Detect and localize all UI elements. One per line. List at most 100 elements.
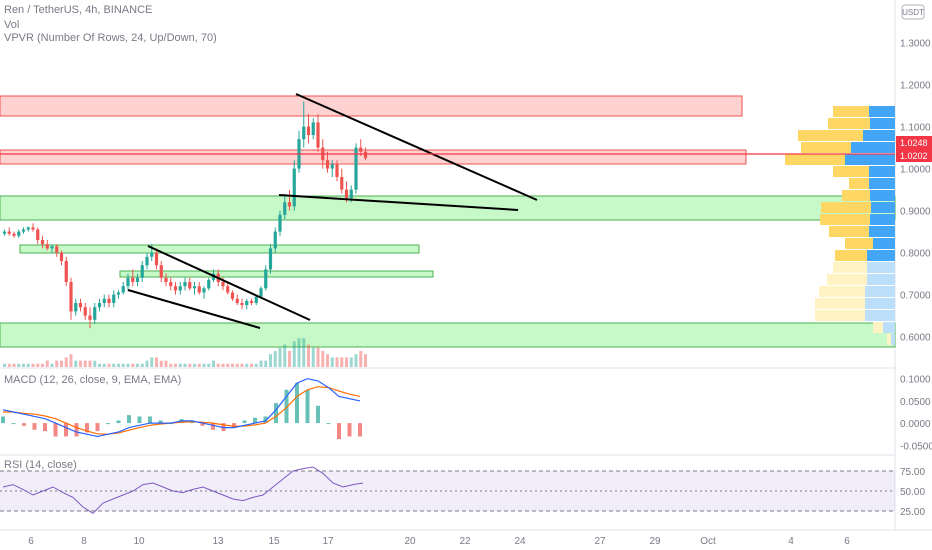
macd-axis[interactable]: 0.1000 0.0500 0.0000 -0.0500: [900, 375, 932, 453]
currency-button-label: USDT: [902, 8, 924, 17]
volume-bar: [17, 363, 21, 367]
volume-bar: [202, 363, 206, 367]
candle-body: [36, 229, 40, 240]
candle-body: [55, 246, 59, 253]
time-axis[interactable]: 6 8 10 13 15 17 20 22 24 27 29 Oct 4 6: [28, 536, 850, 547]
candle-body: [173, 286, 178, 291]
vpvr-row-down: [845, 154, 895, 165]
vol-label[interactable]: Vol: [4, 19, 19, 31]
vpvr-row-down: [869, 178, 895, 189]
time-tick-label: 13: [212, 536, 224, 547]
time-tick-label: 4: [788, 536, 794, 547]
volume-bar: [102, 363, 106, 367]
candle-body: [363, 151, 368, 159]
macd-histogram-bar: [305, 389, 310, 424]
rsi-label[interactable]: RSI (14, close): [4, 459, 77, 471]
volume-bar: [269, 354, 272, 367]
volume-bar: [174, 363, 177, 367]
support-zone[interactable]: [0, 195, 896, 221]
vpvr-row-down: [863, 130, 895, 141]
candle-body: [83, 307, 87, 316]
price-tag: [896, 136, 932, 149]
volume-bar: [55, 360, 59, 367]
candle-body: [93, 307, 97, 320]
currency-button[interactable]: USDT: [901, 4, 925, 20]
vpvr-row-up: [801, 142, 851, 153]
volume-bar: [193, 363, 196, 367]
trendlines[interactable]: [127, 93, 538, 329]
candle-body: [107, 298, 111, 303]
macd-histogram-bar: [242, 420, 247, 424]
vpvr-row-up: [849, 178, 869, 189]
macd-histogram-bar: [326, 423, 331, 425]
volume-bar: [259, 360, 263, 367]
candle-body: [121, 286, 125, 293]
volume-bars: [3, 338, 367, 367]
volume-bar: [278, 347, 282, 367]
support-resistance-zones[interactable]: [0, 95, 896, 348]
vpvr-row-up: [820, 214, 870, 225]
resistance-zone[interactable]: [0, 149, 747, 165]
candle-body: [278, 214, 282, 232]
resistance-zone[interactable]: [0, 95, 743, 117]
candle-body: [135, 277, 140, 282]
vpvr-row-down: [865, 298, 895, 309]
symbol-title[interactable]: Ren / TetherUS, 4h, BINANCE: [4, 4, 152, 16]
support-zone[interactable]: [19, 244, 420, 254]
volume-bar: [359, 351, 363, 367]
time-tick-label: 20: [404, 536, 416, 547]
volume-bar: [250, 363, 253, 367]
volume-bar: [245, 363, 249, 367]
macd-tick-label: 0.0500: [900, 397, 931, 408]
volume-bar: [316, 347, 320, 367]
volume-bar: [93, 360, 97, 367]
macd-histogram-bar: [200, 423, 205, 426]
candle-body: [45, 244, 49, 249]
vpvr-row-down: [851, 142, 895, 153]
macd-histogram-bar: [158, 420, 163, 424]
candle-body: [112, 294, 116, 303]
volume-bar: [41, 363, 44, 367]
candle-body: [2, 231, 7, 234]
support-zone[interactable]: [0, 322, 896, 348]
support-zone[interactable]: [119, 270, 434, 278]
candle-body: [264, 269, 268, 289]
vpvr-label[interactable]: VPVR (Number Of Rows, 24, Up/Down, 70): [4, 32, 217, 44]
trendline[interactable]: [147, 245, 311, 321]
volume-bar: [64, 357, 68, 367]
candle-body: [273, 231, 277, 249]
vpvr-row-down: [869, 106, 895, 117]
rsi-axis[interactable]: 75.00 50.00 25.00: [900, 467, 925, 518]
volume-bar: [240, 363, 244, 367]
volume-bar: [31, 363, 35, 367]
trendline[interactable]: [295, 93, 538, 201]
trendline[interactable]: [127, 289, 261, 329]
volume-bar: [117, 363, 120, 367]
volume-bar: [79, 360, 82, 367]
candle-body: [221, 282, 225, 287]
candle-body: [12, 233, 16, 236]
candle-body: [330, 164, 334, 169]
volume-bar: [126, 363, 130, 367]
macd-histogram-bar: [232, 423, 236, 428]
price-axis[interactable]: 1.3000 1.2000 1.1000 1.0000 0.9000 0.8000 0.70…: [900, 39, 931, 344]
macd-histogram-bar: [211, 423, 215, 430]
candle-body: [359, 147, 363, 152]
vpvr-row-down: [867, 274, 895, 285]
price-tick-label: 1.1000: [900, 123, 931, 134]
candle-body: [74, 303, 78, 312]
rsi-tick-label: 50.00: [900, 487, 925, 498]
candle-body: [7, 231, 11, 234]
macd-label[interactable]: MACD (12, 26, close, 9, EMA, EMA): [4, 374, 181, 386]
candle-body: [145, 256, 149, 266]
candle-body: [283, 202, 287, 215]
macd-histogram-bar: [253, 417, 257, 424]
candle-body: [97, 303, 102, 308]
macd-histogram-bar: [274, 403, 278, 424]
volume-bar: [140, 363, 144, 367]
price-tag-label: 1.0248: [900, 138, 928, 148]
macd-histogram-bar: [22, 423, 26, 426]
price-tags: 1.0248 1.0202: [896, 136, 932, 162]
trendline[interactable]: [278, 194, 519, 211]
